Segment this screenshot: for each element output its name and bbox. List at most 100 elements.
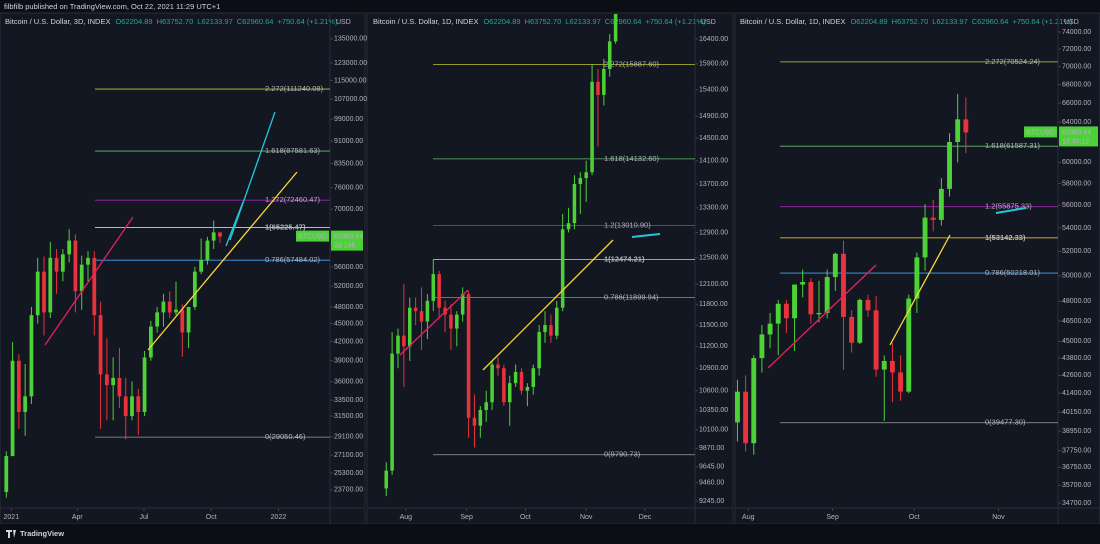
- candle-body: [167, 301, 172, 313]
- fib-label: 2.272(15887.60): [604, 59, 660, 68]
- price-label: 62960.64: [334, 233, 363, 240]
- y-tick-label: 70000.00: [1062, 63, 1091, 70]
- candle-body: [607, 41, 612, 69]
- price-tag: [1059, 126, 1098, 147]
- candle-body: [596, 81, 600, 95]
- trendline: [889, 234, 951, 346]
- y-tick-label: 11200.00: [699, 343, 728, 350]
- candle-body: [218, 232, 222, 237]
- candle-body: [111, 377, 116, 386]
- fib-label: 2.272(70524.24): [985, 57, 1041, 66]
- y-tick-label: 107000.00: [334, 96, 367, 103]
- x-tick-label: Sep: [826, 514, 839, 521]
- candle-body: [54, 257, 59, 272]
- candle-body: [472, 417, 477, 426]
- candle-body: [792, 284, 797, 319]
- fib-label: 0(9790.73): [604, 450, 641, 459]
- y-tick-label: 45000.00: [1062, 338, 1091, 345]
- y-tick-label: 48000.00: [334, 304, 363, 311]
- candle-body: [130, 396, 134, 417]
- candle-body: [849, 316, 855, 343]
- candle-body: [566, 223, 571, 230]
- candle-body: [390, 353, 394, 471]
- y-tick-label: 9870.00: [699, 445, 724, 452]
- candle-body: [865, 299, 871, 311]
- chart-layer: Bitcoin / U.S. Dollar, 3D, INDEX O62204.8…: [0, 14, 1100, 524]
- axis-unit: USD: [1064, 19, 1079, 26]
- candle-body: [775, 303, 781, 324]
- y-tick-label: 34700.00: [1062, 500, 1091, 507]
- candle-body: [873, 310, 879, 370]
- y-tick-label: 54000.00: [1062, 225, 1091, 232]
- fib-label: 1(12474.21): [604, 254, 645, 263]
- y-tick-label: 11500.00: [699, 322, 728, 329]
- candle-body: [60, 254, 65, 272]
- fib-label: 1(65225.47): [265, 222, 306, 231]
- candle-body: [117, 377, 122, 397]
- candle-body: [922, 217, 928, 258]
- y-tick-label: 12100.00: [699, 281, 728, 288]
- candle-body: [507, 383, 512, 403]
- y-tick-label: 66000.00: [1062, 100, 1091, 107]
- plot-area: 2.272(15887.60) 1.618(14132.60) 1.2(13010.…: [384, 14, 695, 497]
- candle-body: [48, 257, 53, 313]
- trendline: [44, 216, 134, 346]
- candle-body: [938, 188, 944, 220]
- trendline: [482, 239, 614, 371]
- countdown: 2d 14h: [334, 242, 356, 249]
- y-tick-label: 52000.00: [334, 283, 363, 290]
- fib-label: 1.618(61587.31): [985, 141, 1041, 150]
- candle-body: [155, 312, 160, 327]
- ohlc-value: +750.64 (+1.21%): [1012, 17, 1073, 26]
- trendline: [767, 264, 877, 369]
- y-tick-label: 43800.00: [1062, 355, 1091, 362]
- candle-body: [841, 253, 846, 317]
- candle-body: [751, 358, 757, 444]
- ohlc-value: H63752.70: [157, 17, 194, 26]
- candle-body: [16, 360, 21, 413]
- candle-body: [906, 298, 912, 392]
- y-tick-label: 23700.00: [334, 487, 363, 494]
- footer-bar: [0, 524, 1100, 544]
- y-tick-label: 10600.00: [699, 388, 728, 395]
- symbol-tag: [1024, 126, 1057, 138]
- publish-info: filbfilb published on TradingView.com, O…: [4, 2, 220, 11]
- candle-body: [148, 326, 153, 358]
- y-tick-label: 68000.00: [1062, 81, 1091, 88]
- y-tick-label: 41400.00: [1062, 390, 1091, 397]
- candle-body: [407, 307, 412, 347]
- ohlc-value: C62960.64: [605, 17, 642, 26]
- candle-body: [531, 368, 536, 387]
- candle-body: [419, 311, 424, 322]
- y-tick-label: 10350.00: [699, 407, 728, 414]
- plot-area: 2.272(70524.24) 1.618(61587.31) 1.2(55875.…: [735, 57, 1058, 455]
- y-tick-label: 40150.00: [1062, 409, 1091, 416]
- ohlc-value: L62133.97: [565, 17, 600, 26]
- chart-title: Bitcoin / U.S. Dollar, 3D, INDEX: [5, 17, 110, 26]
- x-tick-label: Sep: [460, 514, 473, 521]
- candle-body: [104, 374, 109, 386]
- candle-body: [449, 314, 453, 329]
- fib-label: 1.618(87581.63): [265, 146, 321, 155]
- ohlc-value: +750.64 (+1.21%): [645, 17, 706, 26]
- candle-body: [29, 315, 34, 397]
- y-tick-label: 37750.00: [1062, 447, 1091, 454]
- fib-label: 1.2(55875.33): [985, 202, 1032, 211]
- y-tick-label: 76000.00: [334, 185, 363, 192]
- ohlc-value: C62960.64: [972, 17, 1009, 26]
- fib-label: 0(29050.46): [265, 432, 306, 441]
- candle-body: [832, 253, 838, 278]
- ohlc-value: H63752.70: [525, 17, 562, 26]
- y-tick-label: 10900.00: [699, 365, 728, 372]
- candle-body: [10, 360, 15, 457]
- ohlc-value: L62133.97: [197, 17, 232, 26]
- fib-label: 1.618(14132.60): [604, 154, 660, 163]
- candle-body: [889, 360, 895, 373]
- trendline: [399, 289, 469, 356]
- candle-body: [735, 391, 740, 423]
- y-tick-label: 60000.00: [1062, 159, 1091, 166]
- candle-body: [513, 371, 518, 384]
- y-tick-label: 33500.00: [334, 397, 363, 404]
- candle-body: [402, 335, 406, 347]
